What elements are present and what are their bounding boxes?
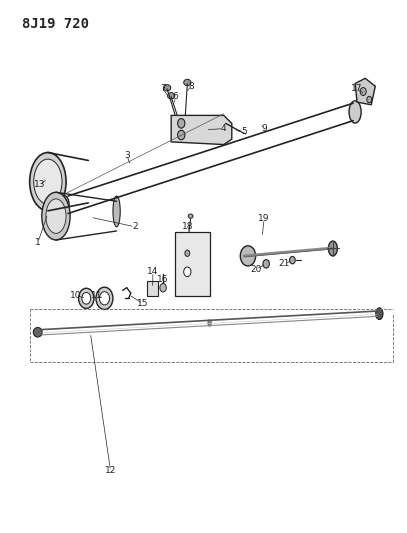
Ellipse shape xyxy=(367,96,372,103)
Text: 10: 10 xyxy=(70,291,82,300)
Text: 18: 18 xyxy=(182,222,193,231)
Ellipse shape xyxy=(185,250,190,256)
Text: 13: 13 xyxy=(34,180,46,189)
Text: 4: 4 xyxy=(221,124,227,133)
Ellipse shape xyxy=(46,199,66,233)
Text: 6: 6 xyxy=(172,92,178,101)
Text: 2: 2 xyxy=(132,222,138,231)
Text: 16: 16 xyxy=(158,275,169,284)
Text: 20: 20 xyxy=(250,265,262,273)
Ellipse shape xyxy=(184,267,191,277)
Ellipse shape xyxy=(177,118,185,128)
Text: 15: 15 xyxy=(137,299,149,308)
Text: 11: 11 xyxy=(91,291,102,300)
Ellipse shape xyxy=(168,93,175,99)
Ellipse shape xyxy=(328,241,337,256)
Ellipse shape xyxy=(30,152,66,211)
Text: 9: 9 xyxy=(261,124,267,133)
Text: 17: 17 xyxy=(351,84,363,93)
Ellipse shape xyxy=(376,308,383,319)
Ellipse shape xyxy=(208,320,211,326)
Polygon shape xyxy=(171,115,232,144)
Text: 8: 8 xyxy=(188,82,194,91)
Ellipse shape xyxy=(360,87,366,95)
Text: 14: 14 xyxy=(147,268,159,276)
Polygon shape xyxy=(175,232,210,296)
Text: 7: 7 xyxy=(160,84,166,93)
Ellipse shape xyxy=(113,196,120,227)
Polygon shape xyxy=(355,78,375,105)
Ellipse shape xyxy=(290,256,295,264)
Text: 19: 19 xyxy=(258,214,270,223)
Text: 1: 1 xyxy=(35,238,41,247)
Text: 8J19 720: 8J19 720 xyxy=(22,17,89,31)
Text: 21: 21 xyxy=(279,260,290,268)
Ellipse shape xyxy=(34,159,62,204)
Ellipse shape xyxy=(82,293,91,304)
Ellipse shape xyxy=(99,292,109,305)
Text: 5: 5 xyxy=(241,127,247,136)
Ellipse shape xyxy=(96,287,113,310)
Ellipse shape xyxy=(349,101,361,123)
Text: 3: 3 xyxy=(124,151,129,160)
Ellipse shape xyxy=(240,246,256,266)
Ellipse shape xyxy=(164,85,171,91)
Ellipse shape xyxy=(42,192,70,240)
Ellipse shape xyxy=(188,214,193,218)
Ellipse shape xyxy=(177,130,185,140)
Ellipse shape xyxy=(79,288,94,309)
Ellipse shape xyxy=(184,79,191,86)
Text: 12: 12 xyxy=(105,466,116,475)
Ellipse shape xyxy=(59,196,69,214)
Ellipse shape xyxy=(160,284,166,292)
Ellipse shape xyxy=(263,260,269,268)
Bar xyxy=(147,281,158,296)
Ellipse shape xyxy=(33,327,42,337)
